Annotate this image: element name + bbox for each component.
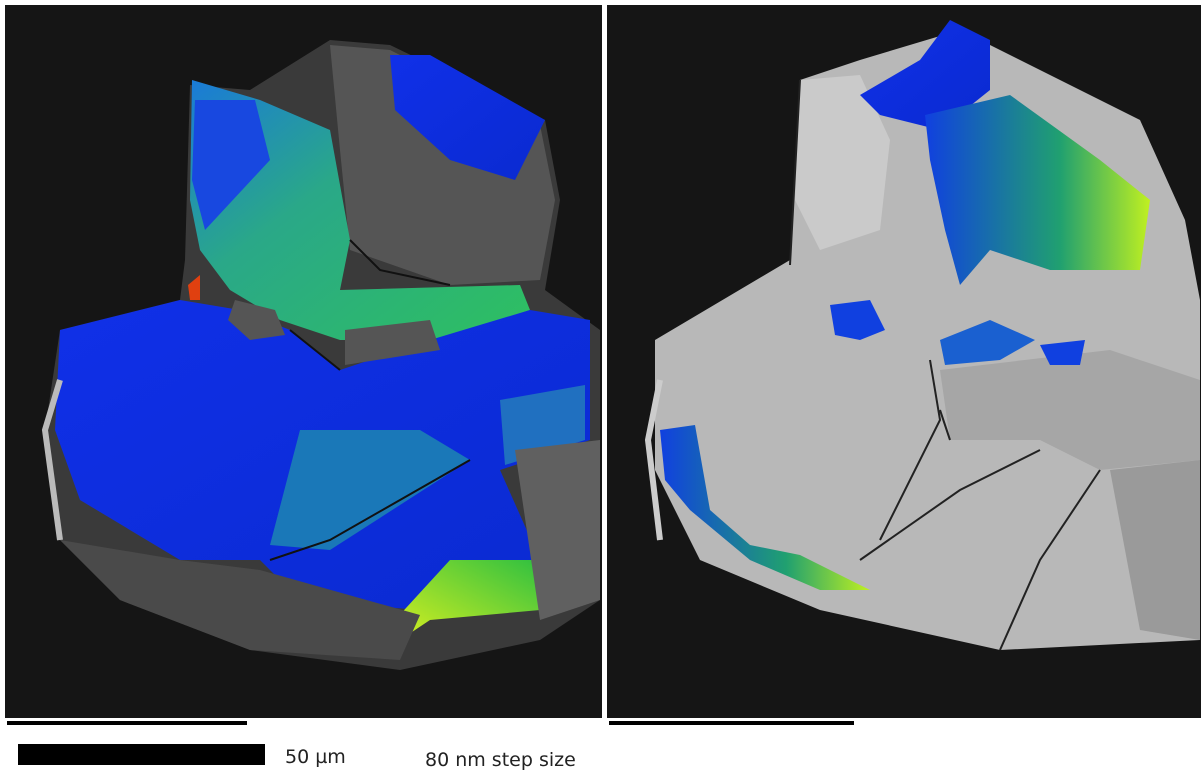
ebsd-map-left xyxy=(5,5,602,728)
step-size-label: 80 nm step size xyxy=(425,749,576,771)
scale-bar xyxy=(18,744,265,765)
figure: 50 µm 80 nm step size xyxy=(0,0,1203,774)
scale-bar-label: 50 µm xyxy=(285,746,346,768)
page: 50 µm 80 nm step size (() => { const dat… xyxy=(0,0,1203,774)
ebsd-map-right xyxy=(607,5,1201,728)
